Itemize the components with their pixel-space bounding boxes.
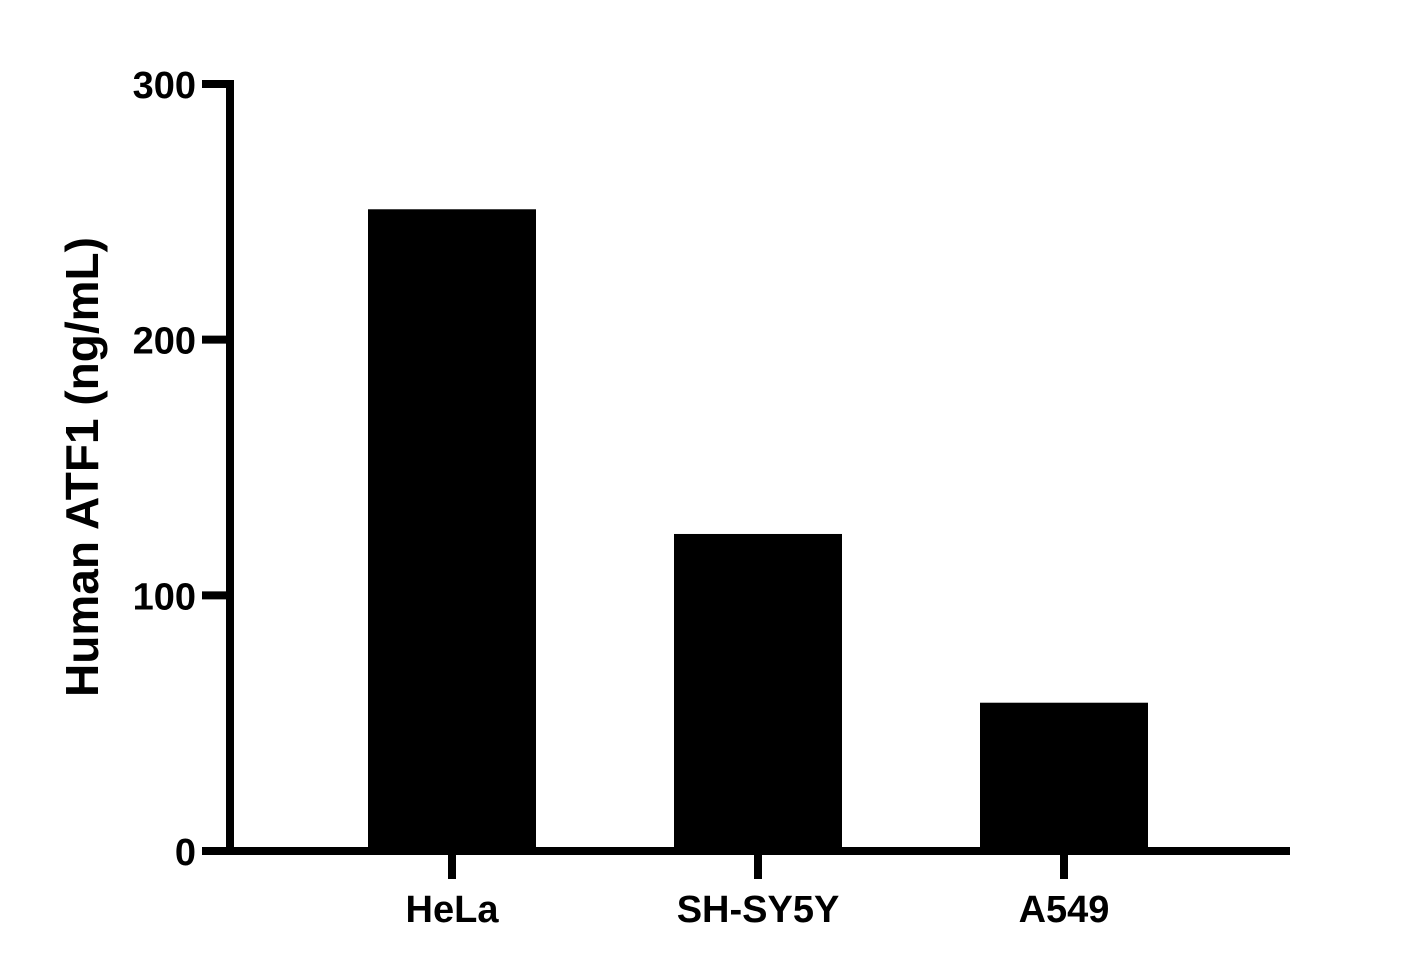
x-tick-label: A549 [1019, 889, 1110, 931]
bar-a549 [980, 702, 1148, 851]
x-tick-label: HeLa [406, 889, 500, 931]
y-tick-label: 100 [133, 576, 196, 618]
y-tick-label: 0 [175, 832, 196, 874]
y-ticks: 0 100 200 300 [133, 65, 230, 874]
bar-sh-sy5y [674, 533, 842, 851]
x-ticks: HeLa SH-SY5Y A549 [406, 851, 1110, 931]
y-tick-label: 300 [133, 65, 196, 107]
x-tick-label: SH-SY5Y [677, 889, 840, 931]
bars-layer [368, 209, 1148, 851]
y-axis-title: Human ATF1 (ng/mL) [56, 237, 108, 697]
y-tick-label: 200 [133, 321, 196, 363]
bar-hela [368, 209, 536, 851]
